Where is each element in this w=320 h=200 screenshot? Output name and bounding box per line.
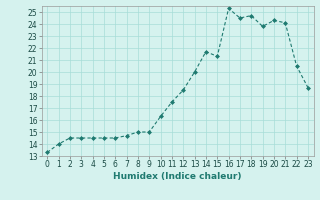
X-axis label: Humidex (Indice chaleur): Humidex (Indice chaleur) [113, 172, 242, 181]
